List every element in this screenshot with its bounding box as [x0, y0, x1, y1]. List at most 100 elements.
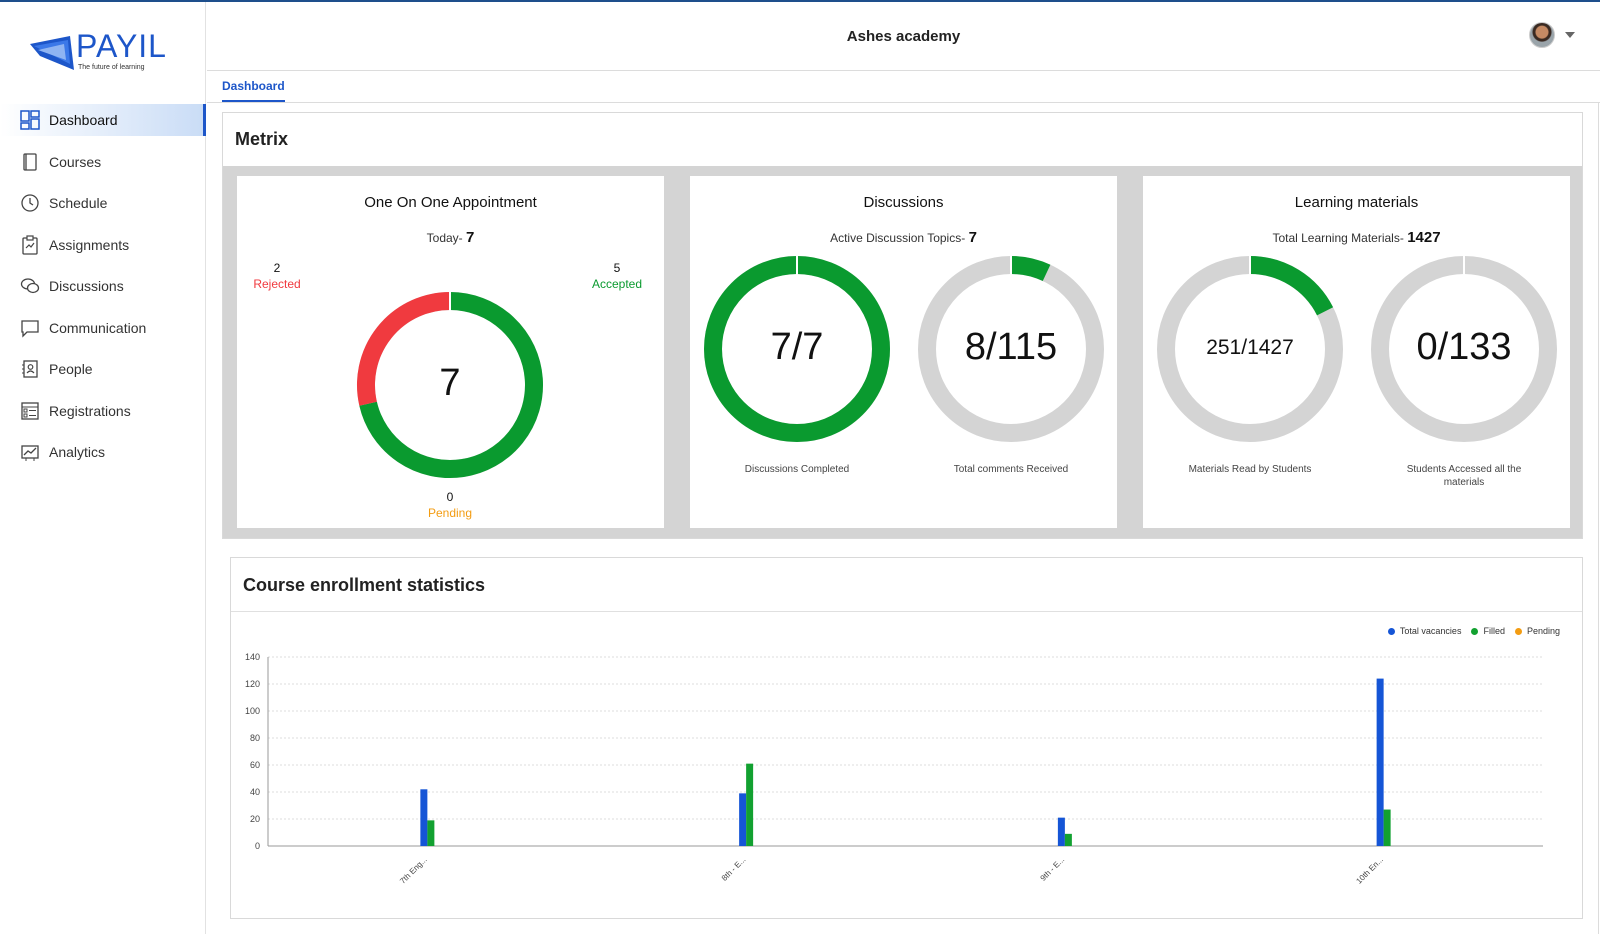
sidebar-item-communication[interactable]: Communication [0, 312, 206, 344]
y-tick-label: 40 [250, 787, 260, 797]
rejected-label: Rejected [253, 277, 301, 291]
materials-read-value: 251/1427 [1206, 336, 1294, 359]
brand-logo[interactable]: PAYIL The future of learning [30, 28, 180, 78]
learning-total-label: Total Learning Materials- [1272, 231, 1404, 245]
appointment-donut[interactable] [355, 290, 545, 480]
message-icon [20, 318, 40, 338]
sidebar-item-discussions[interactable]: Discussions [0, 270, 206, 302]
sidebar-item-people[interactable]: People [0, 353, 206, 385]
rejected-stat: 2 Rejected [237, 260, 317, 292]
rejected-segment[interactable] [357, 292, 451, 406]
sidebar: PAYIL The future of learning Dashboard C… [0, 2, 206, 934]
comments-received-value: 8/115 [964, 326, 1058, 368]
discussions-active: Active Discussion Topics- 7 [690, 229, 1117, 246]
legend-item-pending[interactable]: Pending [1514, 626, 1560, 636]
course-enrollment-title: Course enrollment statistics [243, 575, 486, 595]
chart-legend: Total vacancies Filled Pending [1378, 626, 1560, 636]
bar-filled[interactable] [1383, 809, 1391, 846]
sidebar-item-courses[interactable]: Courses [0, 146, 206, 178]
materials-read-caption: Materials Read by Students [1188, 464, 1312, 475]
brand-name: PAYIL [76, 28, 167, 64]
legend-item-total-vacancies[interactable]: Total vacancies [1387, 626, 1461, 636]
y-tick-label: 80 [250, 733, 260, 743]
chat-bubbles-icon [20, 276, 40, 296]
user-avatar[interactable] [1529, 22, 1555, 48]
students-accessed-donut[interactable] [1369, 254, 1559, 444]
divider [231, 611, 1582, 612]
sidebar-item-schedule[interactable]: Schedule [0, 187, 206, 219]
x-tick-label: 10th En... [1354, 855, 1385, 886]
discussions-completed-caption: Discussions Completed [744, 464, 850, 475]
legend-label: Pending [1526, 626, 1560, 636]
appointment-title: One On One Appointment [364, 194, 537, 211]
discussions-active-label: Active Discussion Topics- [830, 231, 966, 245]
x-tick-label: 9th - E... [1039, 855, 1067, 883]
learning-total-value: 1427 [1407, 229, 1441, 246]
progress-segment[interactable] [1249, 256, 1334, 316]
discussions-active-value: 7 [968, 229, 977, 246]
students-accessed-value: 0/133 [1416, 326, 1512, 368]
clipboard-icon [20, 234, 40, 255]
payil-logo-icon [30, 36, 74, 70]
sidebar-item-registrations[interactable]: Registrations [0, 395, 206, 427]
appointment-today-label: Today- [426, 231, 463, 245]
bar-total-vacancies[interactable] [1376, 678, 1384, 846]
contact-card-icon [20, 359, 40, 379]
tab-bar: Dashboard [207, 71, 1600, 103]
bar-filled[interactable] [427, 820, 435, 846]
sidebar-item-label: Schedule [49, 195, 108, 211]
x-tick-label: 8th - E... [720, 855, 748, 883]
sidebar-item-analytics[interactable]: Analytics [0, 436, 206, 468]
materials-read-donut[interactable] [1155, 254, 1345, 444]
learning-card: Learning materials Total Learning Materi… [1143, 176, 1570, 528]
accepted-stat: 5 Accepted [577, 260, 657, 292]
chevron-down-icon[interactable] [1565, 32, 1575, 38]
sidebar-item-label: Communication [49, 319, 147, 336]
book-icon [20, 152, 40, 172]
bar-total-vacancies[interactable] [1057, 817, 1065, 846]
sidebar-item-label: Analytics [49, 444, 106, 460]
tab-dashboard[interactable]: Dashboard [222, 79, 285, 102]
legend-dot-icon [1514, 627, 1522, 635]
progress-segment[interactable] [1010, 256, 1051, 282]
dashboard-icon [20, 110, 40, 130]
discussions-completed-donut[interactable] [702, 254, 892, 444]
accepted-segment[interactable] [359, 292, 543, 478]
bar-filled[interactable] [746, 763, 754, 846]
metrix-panel: Metrix One On One Appointment Today- 7 2… [222, 112, 1583, 539]
appointment-today: Today- 7 [237, 229, 664, 246]
sidebar-item-dashboard[interactable]: Dashboard [0, 104, 206, 136]
legend-dot-icon [1387, 627, 1395, 635]
sidebar-item-label: Registrations [49, 402, 131, 419]
accepted-label: Accepted [591, 277, 643, 291]
students-accessed-caption: Students Accessed all the materials [1406, 464, 1522, 488]
course-enrollment-panel: Course enrollment statistics Total vacan… [230, 557, 1583, 919]
metrix-title: Metrix [235, 129, 289, 149]
bar-filled[interactable] [1064, 833, 1072, 846]
sidebar-nav: Dashboard Courses Schedule Assignments D… [0, 104, 206, 478]
sidebar-item-label: People [49, 361, 93, 377]
pending-count: 0 [446, 490, 454, 504]
organization-name: Ashes academy [846, 28, 961, 45]
appointment-today-value: 7 [466, 229, 475, 246]
sidebar-item-assignments[interactable]: Assignments [0, 229, 206, 261]
bar-total-vacancies[interactable] [739, 793, 747, 846]
appointment-card: One On One Appointment Today- 7 2 Reject… [237, 176, 664, 528]
form-icon [20, 401, 40, 421]
learning-title: Learning materials [1294, 194, 1419, 211]
legend-label: Filled [1483, 626, 1505, 636]
comments-received-donut[interactable] [916, 254, 1106, 444]
y-tick-label: 60 [250, 760, 260, 770]
sidebar-item-label: Discussions [49, 278, 124, 294]
metrix-body: One On One Appointment Today- 7 2 Reject… [223, 166, 1582, 538]
discussions-completed-value: 7/7 [770, 326, 824, 368]
clock-icon [20, 193, 40, 213]
top-accent-line [0, 0, 1600, 2]
legend-item-filled[interactable]: Filled [1471, 626, 1505, 636]
y-tick-label: 140 [245, 652, 260, 662]
enrollment-bar-chart: 0 20 40 60 80 100 120 140 7th Eng... 8th - E... 9t… [245, 652, 1543, 886]
y-tick-label: 120 [245, 679, 260, 689]
discussions-title: Discussions [863, 194, 944, 211]
rejected-count: 2 [273, 261, 281, 275]
bar-total-vacancies[interactable] [420, 789, 428, 846]
